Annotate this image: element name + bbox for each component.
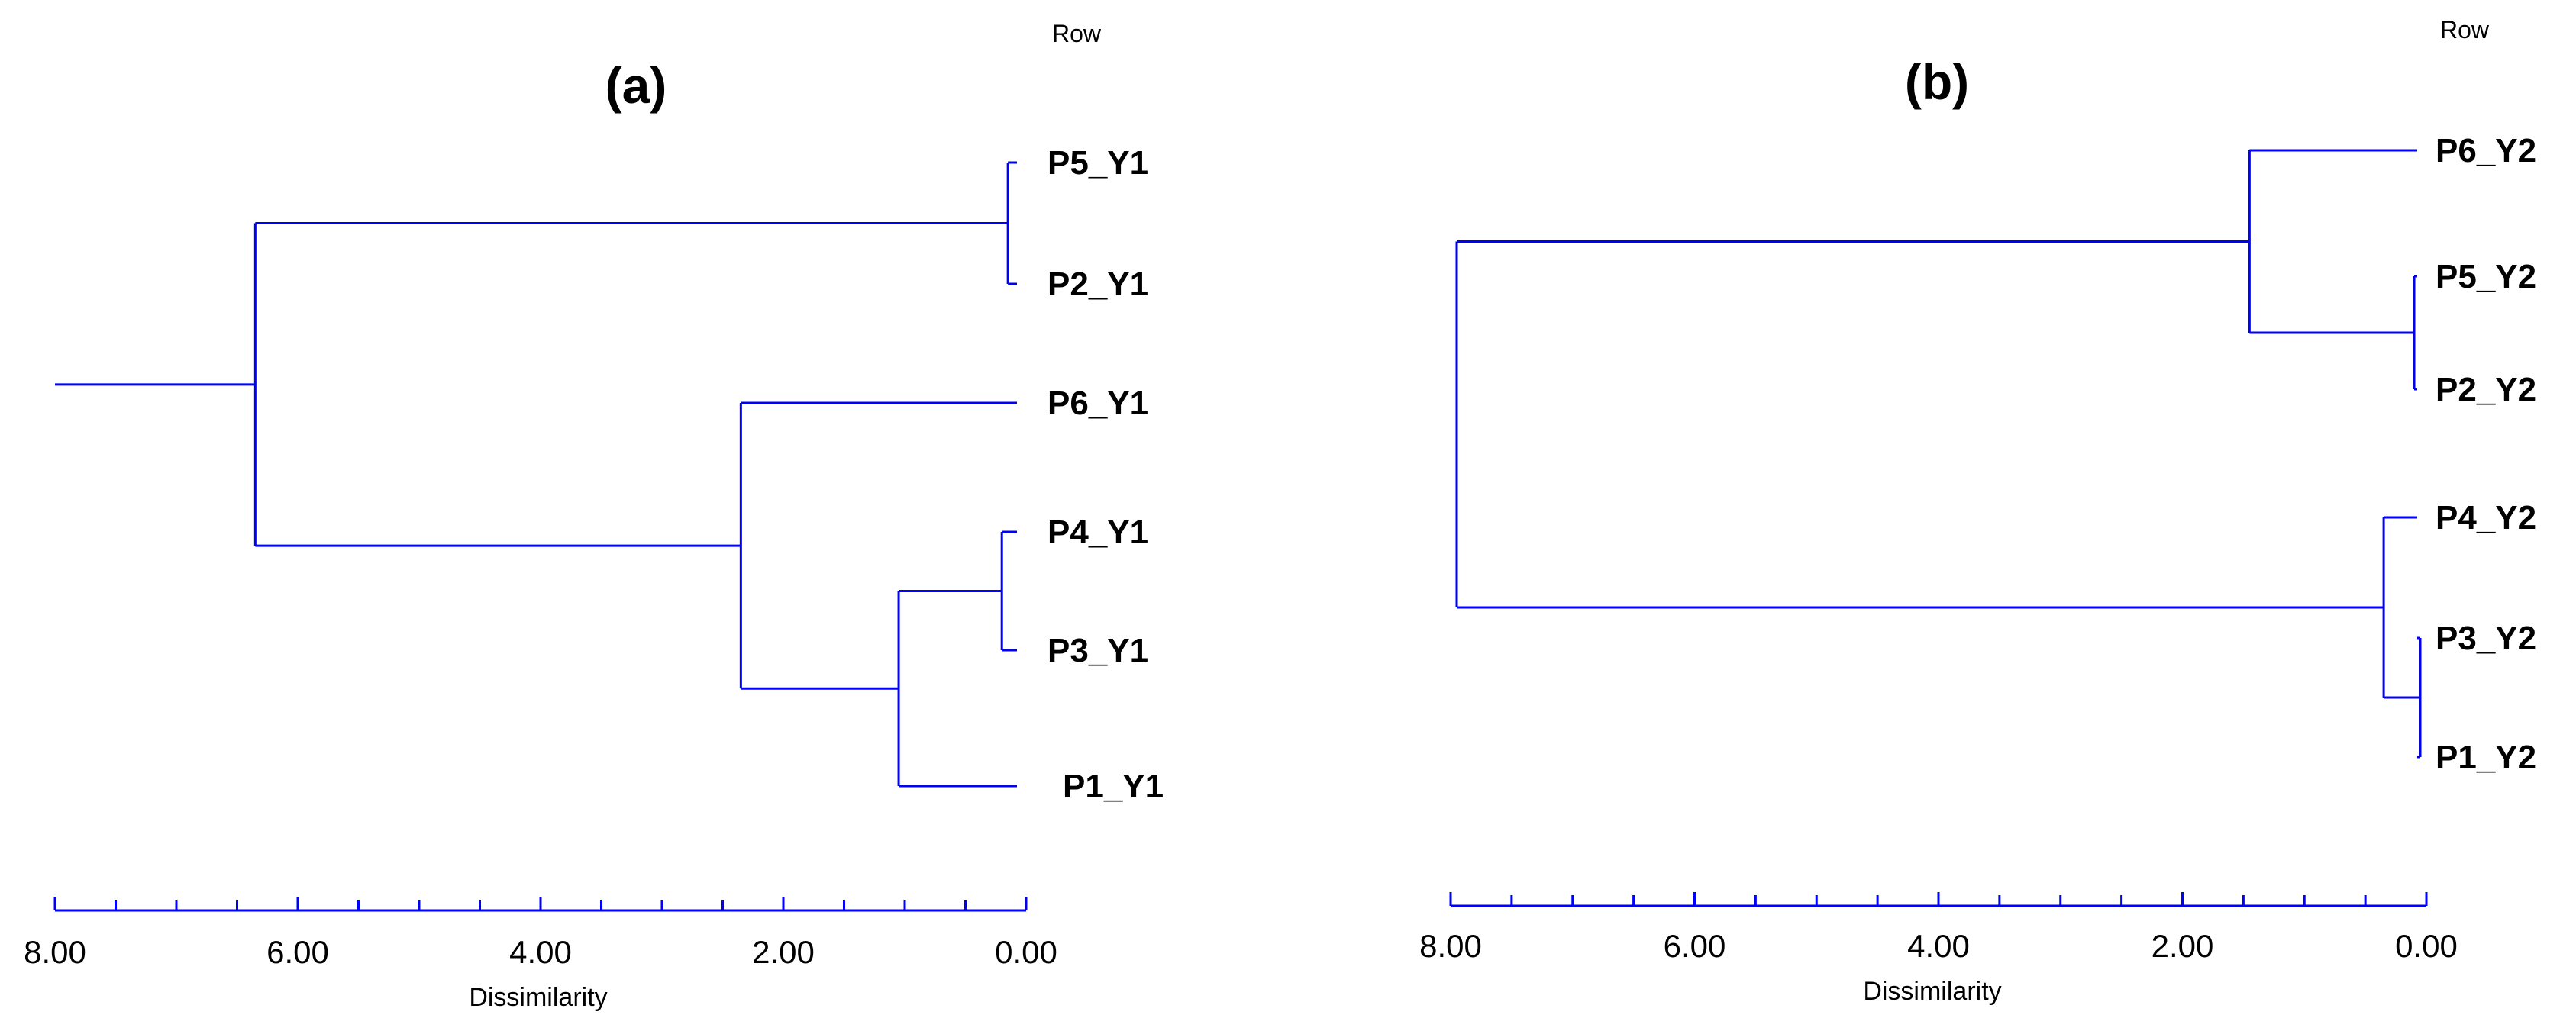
leaf-label: P1_Y1 [1063, 768, 1164, 805]
leaf-label: P3_Y2 [2436, 620, 2536, 657]
row-header: Row [1052, 20, 1102, 47]
leaf-label: P2_Y2 [2436, 371, 2536, 408]
leaf-label: P5_Y2 [2436, 258, 2536, 295]
x-tick-label: 6.00 [1664, 928, 1726, 964]
dendrogram-panel-a: (a) Row P5_Y1 P2_Y1 P6_Y1 P4_Y1 P3_Y1 P1_Y1 8.00… [24, 20, 1164, 1012]
leaf-label: P2_Y1 [1048, 266, 1148, 303]
leaf-label: P6_Y1 [1048, 385, 1148, 422]
panel-title: (a) [605, 57, 667, 114]
x-tick-label: 0.00 [995, 934, 1057, 970]
x-axis-label: Dissimilarity [1863, 977, 2001, 1006]
x-tick-label: 2.00 [752, 934, 815, 970]
dendrogram-panel-b: (b) Row P6_Y2 P5_Y2 P2_Y2 P4_Y2 P3_Y2 P1_Y2 8.00… [1419, 16, 2536, 1006]
x-tick-label: 6.00 [266, 934, 329, 970]
leaf-label: P1_Y2 [2436, 739, 2536, 776]
x-tick-label: 0.00 [2395, 928, 2458, 964]
x-axis-label: Dissimilarity [469, 983, 607, 1012]
leaf-label: P3_Y1 [1048, 632, 1148, 669]
leaf-label: P4_Y1 [1048, 514, 1148, 551]
leaf-label: P4_Y2 [2436, 499, 2536, 536]
x-tick-label: 8.00 [1419, 928, 1482, 964]
x-tick-label: 4.00 [1907, 928, 1970, 964]
x-tick-label: 2.00 [2152, 928, 2214, 964]
row-header: Row [2440, 16, 2490, 43]
panel-title: (b) [1905, 53, 1969, 110]
x-tick-label: 8.00 [24, 934, 86, 970]
leaf-label: P6_Y2 [2436, 132, 2536, 169]
x-tick-label: 4.00 [509, 934, 572, 970]
leaf-label: P5_Y1 [1048, 144, 1148, 182]
